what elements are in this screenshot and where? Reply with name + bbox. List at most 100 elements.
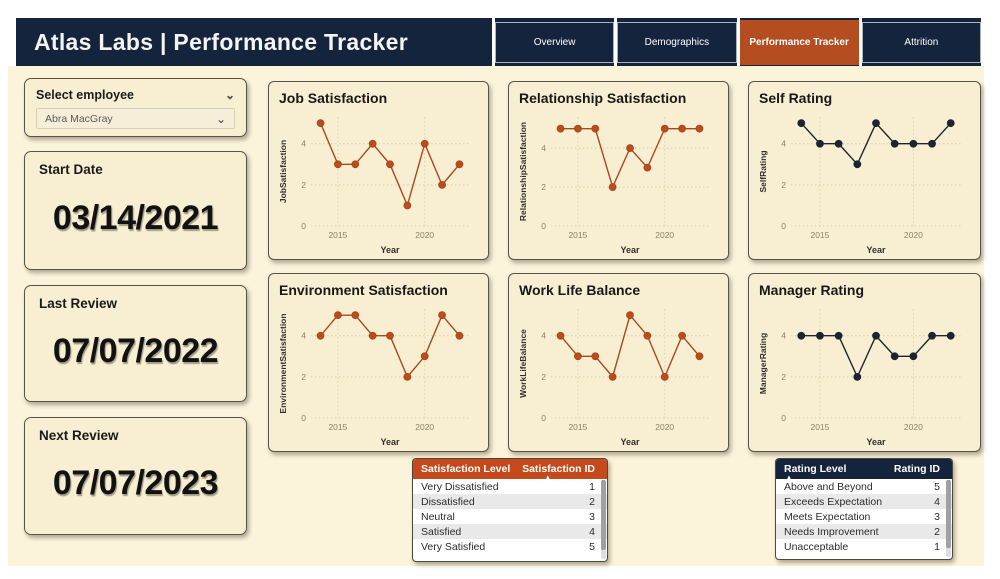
data-point[interactable] bbox=[608, 183, 617, 191]
data-point[interactable] bbox=[438, 180, 446, 189]
table-row[interactable]: Very Satisfied 5 bbox=[413, 539, 607, 554]
data-point[interactable] bbox=[455, 160, 464, 169]
data-point[interactable] bbox=[797, 331, 806, 340]
tab-demographics[interactable]: Demographics bbox=[617, 22, 737, 63]
data-point[interactable] bbox=[351, 160, 360, 169]
line-chart[interactable]: 0 2 4 2015 2020 Year SelfRating bbox=[757, 108, 974, 256]
data-point[interactable] bbox=[816, 139, 824, 148]
data-point[interactable] bbox=[660, 124, 669, 133]
data-point[interactable] bbox=[890, 352, 899, 361]
data-point[interactable] bbox=[626, 144, 634, 153]
data-point[interactable] bbox=[909, 352, 918, 361]
data-point[interactable] bbox=[872, 331, 880, 340]
data-point[interactable] bbox=[643, 331, 652, 340]
chart-body[interactable]: 0 2 4 2015 2020 Year ManagerRating bbox=[757, 300, 974, 448]
table-row[interactable]: Neutral 3 bbox=[413, 509, 607, 524]
data-point[interactable] bbox=[678, 124, 686, 133]
data-point[interactable] bbox=[890, 139, 899, 148]
data-point[interactable] bbox=[946, 331, 955, 340]
tab-attrition[interactable]: Attrition bbox=[861, 22, 981, 63]
tab-performance-tracker[interactable]: Performance Tracker bbox=[739, 20, 859, 65]
data-point[interactable] bbox=[420, 352, 429, 361]
chart-body[interactable]: 0 2 4 2015 2020 Year WorkLifeBalance bbox=[517, 300, 722, 448]
x-axis-label: Year bbox=[380, 245, 400, 255]
data-point[interactable] bbox=[403, 201, 412, 210]
cell-level: Dissatisfied bbox=[421, 495, 475, 508]
data-point[interactable] bbox=[643, 163, 652, 172]
employee-select-label: Select employee bbox=[36, 88, 134, 102]
data-point[interactable] bbox=[574, 124, 582, 133]
table-row[interactable]: Unacceptable 1 bbox=[776, 539, 952, 554]
data-point[interactable] bbox=[556, 124, 565, 133]
stat-card-next-review: Next Review 07/07/2023 bbox=[24, 417, 247, 535]
data-point[interactable] bbox=[386, 331, 394, 340]
table-row[interactable]: Satisfied 4 bbox=[413, 524, 607, 539]
data-point[interactable] bbox=[816, 331, 824, 340]
data-point[interactable] bbox=[591, 124, 600, 133]
chart-body[interactable]: 0 2 4 2015 2020 Year JobSatisfaction bbox=[277, 108, 482, 256]
scrollbar-thumb[interactable] bbox=[946, 480, 951, 548]
line-chart[interactable]: 0 2 4 2015 2020 Year JobSatisfaction bbox=[277, 108, 482, 256]
data-point[interactable] bbox=[853, 160, 862, 169]
chart-body[interactable]: 0 2 4 2015 2020 Year RelationshipSatisfaction bbox=[517, 108, 722, 256]
table-scrollbar[interactable] bbox=[946, 480, 951, 557]
x-axis-tick: 2020 bbox=[655, 230, 674, 240]
data-point[interactable] bbox=[834, 331, 843, 340]
scrollbar-thumb[interactable] bbox=[601, 480, 606, 550]
chart-body[interactable]: 0 2 4 2015 2020 Year EnvironmentSatisfaction bbox=[277, 300, 482, 448]
line-chart[interactable]: 0 2 4 2015 2020 Year RelationshipSatisfaction bbox=[517, 108, 722, 256]
line-chart[interactable]: 0 2 4 2015 2020 Year WorkLifeBalance bbox=[517, 300, 722, 448]
data-point[interactable] bbox=[853, 372, 862, 381]
data-point[interactable] bbox=[678, 331, 686, 340]
data-point[interactable] bbox=[316, 331, 325, 340]
table-row[interactable]: Needs Improvement 2 bbox=[776, 524, 952, 539]
line-chart[interactable]: 0 2 4 2015 2020 Year ManagerRating bbox=[757, 300, 974, 448]
data-point[interactable] bbox=[556, 331, 565, 340]
cell-id: 3 bbox=[934, 510, 940, 523]
column-header-rating-id[interactable]: Rating ID bbox=[893, 463, 940, 475]
data-point[interactable] bbox=[316, 119, 325, 128]
table-row[interactable]: Exceeds Expectation 4 bbox=[776, 494, 952, 509]
data-point[interactable] bbox=[368, 331, 377, 340]
data-point[interactable] bbox=[928, 139, 936, 148]
data-point[interactable] bbox=[574, 352, 582, 361]
data-point[interactable] bbox=[334, 160, 342, 169]
table-row[interactable]: Above and Beyond 5 bbox=[776, 479, 952, 494]
cell-level: Above and Beyond bbox=[784, 480, 873, 493]
column-header-satisfaction-id[interactable]: Satisfaction ID bbox=[522, 463, 595, 475]
data-point[interactable] bbox=[438, 311, 446, 320]
table-row[interactable]: Very Dissatisfied 1 bbox=[413, 479, 607, 494]
table-row[interactable]: Meets Expectation 3 bbox=[776, 509, 952, 524]
data-point[interactable] bbox=[591, 352, 600, 361]
line-chart[interactable]: 0 2 4 2015 2020 Year EnvironmentSatisfaction bbox=[277, 300, 482, 448]
chart-body[interactable]: 0 2 4 2015 2020 Year SelfRating bbox=[757, 108, 974, 256]
chevron-down-icon[interactable]: ⌄ bbox=[224, 88, 235, 102]
data-point[interactable] bbox=[626, 311, 634, 320]
cell-id: 2 bbox=[934, 525, 940, 538]
data-point[interactable] bbox=[928, 331, 936, 340]
data-point[interactable] bbox=[368, 139, 377, 148]
data-point[interactable] bbox=[834, 139, 843, 148]
data-point[interactable] bbox=[403, 372, 412, 381]
column-header-satisfaction-level[interactable]: Satisfaction Level bbox=[421, 463, 511, 475]
data-point[interactable] bbox=[695, 124, 704, 133]
table-scrollbar[interactable] bbox=[601, 480, 606, 559]
table-row[interactable]: Dissatisfied 2 bbox=[413, 494, 607, 509]
data-point[interactable] bbox=[872, 119, 880, 128]
employee-dropdown[interactable]: Abra MacGray ⌄ bbox=[36, 108, 235, 129]
data-point[interactable] bbox=[455, 331, 464, 340]
x-axis-tick: 2015 bbox=[810, 230, 829, 240]
data-point[interactable] bbox=[797, 119, 806, 128]
data-point[interactable] bbox=[660, 372, 669, 381]
column-header-rating-level[interactable]: Rating Level bbox=[784, 463, 847, 475]
tab-overview[interactable]: Overview bbox=[495, 22, 615, 63]
data-point[interactable] bbox=[334, 311, 342, 320]
data-point[interactable] bbox=[695, 352, 704, 361]
data-point[interactable] bbox=[909, 139, 918, 148]
data-point[interactable] bbox=[608, 372, 617, 381]
y-axis-label: ManagerRating bbox=[758, 333, 768, 394]
data-point[interactable] bbox=[946, 119, 955, 128]
data-point[interactable] bbox=[351, 311, 360, 320]
data-point[interactable] bbox=[386, 160, 394, 169]
data-point[interactable] bbox=[420, 139, 429, 148]
